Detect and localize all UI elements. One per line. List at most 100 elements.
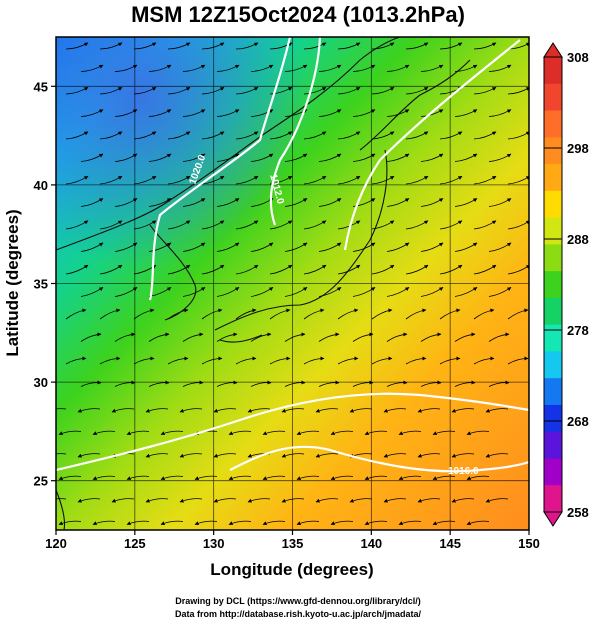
streamline bbox=[235, 264, 259, 275]
streamline bbox=[451, 453, 475, 458]
streamline bbox=[507, 356, 529, 365]
colorbar-segment bbox=[544, 190, 562, 219]
streamline bbox=[296, 520, 320, 525]
streamline bbox=[352, 198, 376, 207]
streamline bbox=[364, 430, 388, 435]
streamline bbox=[315, 498, 339, 503]
streamline bbox=[160, 430, 184, 435]
streamline bbox=[167, 220, 191, 230]
streamline bbox=[247, 408, 271, 413]
streamline bbox=[439, 264, 463, 275]
y-tick-label: 30 bbox=[34, 375, 48, 390]
streamline bbox=[386, 109, 410, 117]
streamline bbox=[262, 475, 286, 480]
streamline bbox=[405, 175, 429, 185]
streamline bbox=[182, 64, 206, 72]
streamline bbox=[473, 131, 497, 140]
streamline bbox=[126, 520, 150, 525]
streamline bbox=[247, 498, 271, 503]
streamline bbox=[182, 198, 206, 207]
x-tick-label: 150 bbox=[518, 536, 540, 551]
streamline bbox=[318, 109, 342, 117]
streamline bbox=[473, 175, 497, 185]
streamline bbox=[92, 475, 116, 480]
streamline bbox=[405, 264, 429, 275]
streamline bbox=[473, 220, 497, 230]
colorbar-segment bbox=[544, 217, 562, 245]
streamline bbox=[99, 42, 123, 50]
streamline bbox=[179, 498, 203, 503]
streamline bbox=[473, 86, 497, 95]
streamline bbox=[179, 453, 203, 458]
streamline bbox=[284, 198, 308, 207]
streamline bbox=[216, 380, 238, 387]
streamline bbox=[473, 308, 495, 320]
streamline bbox=[269, 42, 293, 50]
streamline bbox=[451, 408, 475, 413]
y-axis-ticks: 25 30 35 40 45 bbox=[34, 79, 56, 489]
streamline bbox=[77, 408, 101, 413]
streamline bbox=[216, 242, 240, 252]
streamline bbox=[439, 42, 463, 50]
streamline bbox=[167, 264, 191, 275]
streamline bbox=[182, 109, 206, 117]
streamline bbox=[250, 242, 274, 252]
streamline bbox=[420, 242, 444, 252]
streamline bbox=[337, 308, 359, 320]
streamline bbox=[405, 356, 427, 365]
streamline bbox=[194, 475, 218, 480]
colorbar-segment bbox=[544, 83, 562, 112]
streamline bbox=[182, 242, 206, 252]
streamline bbox=[216, 332, 238, 342]
streamline bbox=[420, 287, 444, 297]
colorbar-segment bbox=[544, 244, 562, 272]
streamline bbox=[439, 220, 463, 230]
streamline bbox=[451, 498, 475, 503]
streamline bbox=[235, 131, 259, 140]
streamline bbox=[352, 109, 376, 117]
streamline bbox=[201, 42, 225, 50]
streamline bbox=[352, 153, 376, 162]
streamline bbox=[439, 356, 461, 365]
streamline bbox=[439, 175, 463, 185]
streamline bbox=[507, 87, 529, 95]
y-tick-label: 45 bbox=[34, 79, 48, 94]
streamline bbox=[114, 332, 136, 342]
streamline bbox=[405, 220, 429, 230]
streamline bbox=[386, 332, 408, 342]
streamline bbox=[133, 175, 157, 185]
streamline bbox=[284, 64, 308, 72]
streamline bbox=[99, 308, 121, 320]
streamline bbox=[454, 332, 476, 342]
colorbar-tick-label: 288 bbox=[567, 232, 589, 247]
streamline bbox=[56, 408, 67, 410]
streamline bbox=[145, 408, 169, 413]
streamline bbox=[337, 42, 361, 50]
streamline bbox=[228, 520, 252, 525]
streamline bbox=[398, 430, 422, 435]
streamline bbox=[318, 380, 340, 387]
streamline bbox=[303, 264, 327, 275]
streamline bbox=[148, 109, 172, 117]
streamline bbox=[371, 356, 393, 365]
streamline bbox=[420, 153, 444, 162]
plot-area: 1020.0 1012.0 1016.0 bbox=[56, 37, 529, 530]
streamline bbox=[65, 308, 87, 320]
streamline bbox=[364, 475, 388, 480]
streamline bbox=[349, 408, 373, 413]
streamline bbox=[58, 475, 82, 480]
streamline bbox=[473, 356, 495, 365]
streamline bbox=[371, 264, 395, 275]
streamline bbox=[80, 380, 102, 387]
contour-label-1016: 1016.0 bbox=[448, 466, 479, 477]
streamline bbox=[485, 498, 509, 503]
streamline bbox=[337, 86, 361, 95]
streamline bbox=[303, 42, 327, 50]
streamline bbox=[148, 242, 172, 252]
streamline bbox=[454, 153, 478, 162]
streamline bbox=[473, 264, 497, 275]
streamline bbox=[269, 131, 293, 140]
streamline bbox=[58, 430, 82, 435]
streamline bbox=[111, 498, 135, 503]
streamline bbox=[56, 498, 67, 500]
